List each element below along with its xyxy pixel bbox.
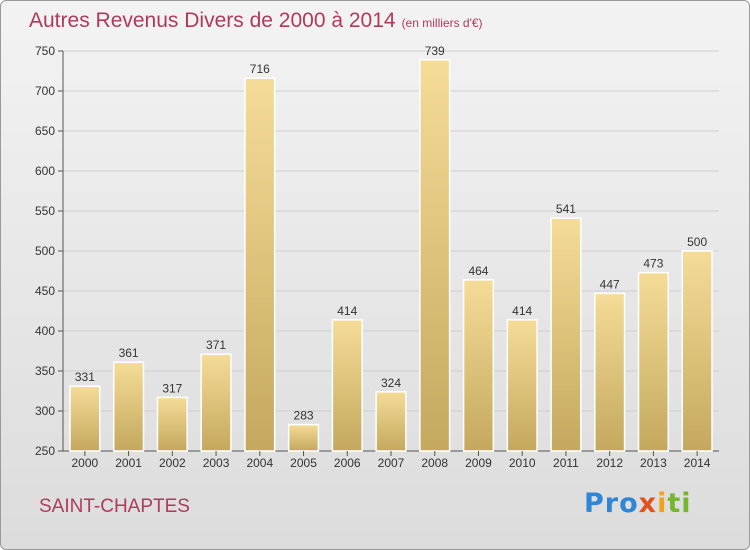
bar xyxy=(594,292,626,452)
y-tick-label: 450 xyxy=(35,284,55,298)
y-tick-label: 250 xyxy=(35,444,55,458)
y-tick-label: 650 xyxy=(35,124,55,138)
chart-title: Autres Revenus Divers de 2000 à 2014 (en … xyxy=(29,9,483,33)
bar-value-label: 541 xyxy=(556,202,576,216)
bar xyxy=(506,319,538,452)
logo-part: x xyxy=(638,488,658,519)
bar xyxy=(244,77,276,452)
y-tick-labels: 250 300 350 400 450 500 550 600 650 700 750 xyxy=(35,44,55,458)
y-tick-label: 550 xyxy=(35,204,55,218)
bar xyxy=(419,59,451,452)
bar-value-label: 324 xyxy=(381,376,401,390)
chart-title-text: Autres Revenus Divers de 2000 à 2014 xyxy=(29,9,396,32)
bar-value-label: 716 xyxy=(250,62,270,76)
bar-value-label: 361 xyxy=(119,346,139,360)
bar-value-label: 464 xyxy=(468,264,488,278)
x-tick-label: 2002 xyxy=(159,456,186,470)
x-tick-label: 2011 xyxy=(553,456,579,470)
bar-value-label: 317 xyxy=(162,381,182,395)
bar-value-label: 414 xyxy=(337,304,357,318)
x-tick-label: 2007 xyxy=(378,456,405,470)
commune-name: SAINT-CHAPTES xyxy=(39,496,190,517)
value-labels: 331 361 317 371 716 283 414 324 739 464 414 541 447 4… xyxy=(75,44,708,423)
x-tick-label: 2012 xyxy=(596,456,623,470)
bar xyxy=(112,361,145,452)
x-tick-label: 2009 xyxy=(465,456,492,470)
y-tick-label: 500 xyxy=(35,244,55,258)
bar xyxy=(637,271,670,452)
x-tick-label: 2008 xyxy=(421,456,448,470)
y-tick-label: 400 xyxy=(35,324,55,338)
bar xyxy=(156,396,188,452)
y-tick-label: 350 xyxy=(35,364,55,378)
bar-value-label: 500 xyxy=(687,235,707,249)
bar-value-label: 371 xyxy=(206,338,226,352)
bar xyxy=(69,385,101,452)
logo-part: ti xyxy=(667,488,692,519)
x-tick-label: 2014 xyxy=(684,456,711,470)
bar-value-label: 283 xyxy=(294,409,314,423)
bar-value-label: 473 xyxy=(643,257,663,271)
x-tick-label: 2003 xyxy=(203,456,230,470)
x-tick-label: 2013 xyxy=(640,456,667,470)
bars xyxy=(69,59,713,452)
x-tick-label: 2000 xyxy=(72,456,99,470)
bar-value-label: 331 xyxy=(75,370,95,384)
y-tick-label: 600 xyxy=(35,164,55,178)
bar-value-label: 414 xyxy=(512,304,532,318)
bar xyxy=(550,217,582,452)
y-tick-label: 750 xyxy=(35,44,55,58)
proxiti-logo: Proxiti xyxy=(584,488,692,519)
bar-value-label: 447 xyxy=(600,277,620,291)
bar-value-label: 739 xyxy=(425,44,445,58)
x-tick-label: 2006 xyxy=(334,456,361,470)
x-tick-label: 2005 xyxy=(290,456,317,470)
y-tick-label: 300 xyxy=(35,404,55,418)
bar xyxy=(200,353,232,452)
x-tick-label: 2010 xyxy=(509,456,536,470)
bar xyxy=(375,391,407,452)
chart-subtitle: (en milliers d'€) xyxy=(401,16,483,30)
logo-part: i xyxy=(657,488,668,519)
bar xyxy=(287,423,320,452)
x-tick-label: 2001 xyxy=(115,456,142,470)
bar xyxy=(331,319,363,452)
x-tick-labels: 2000 2001 2002 2003 2004 2005 2006 2007 2008 2009… xyxy=(72,451,711,470)
y-tick-label: 700 xyxy=(35,84,55,98)
logo-part: Pro xyxy=(584,488,639,519)
bar xyxy=(681,250,713,452)
x-tick-label: 2004 xyxy=(246,456,273,470)
bar xyxy=(462,279,495,452)
